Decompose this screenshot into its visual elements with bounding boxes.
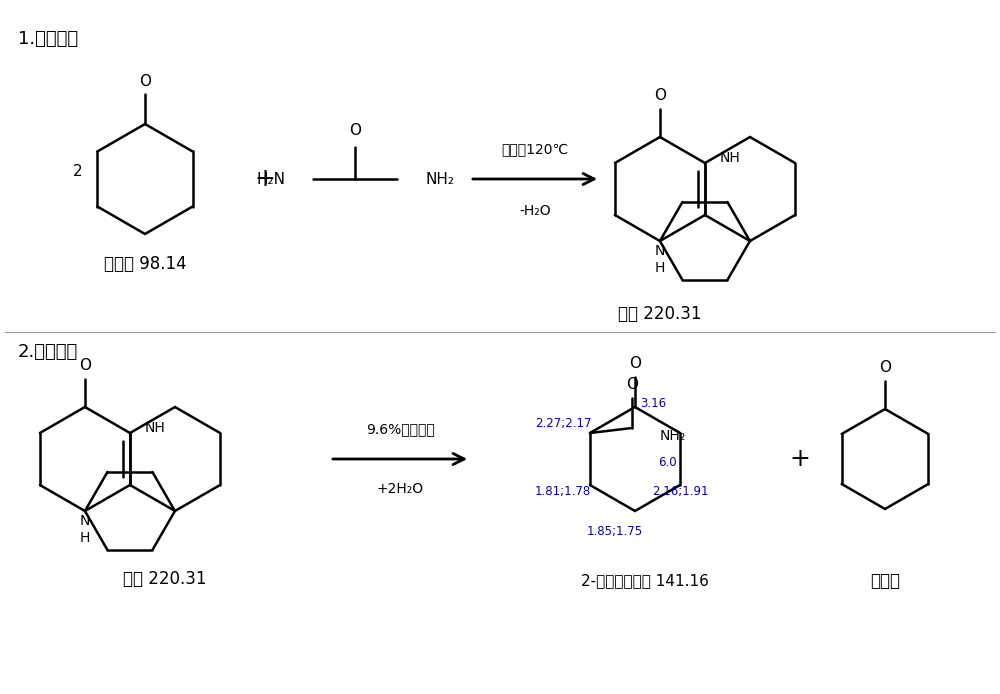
Text: 1.聚合反应: 1.聚合反应 [18, 30, 78, 48]
Text: O: O [139, 74, 151, 89]
Text: 2-甲酰胺环己酮 141.16: 2-甲酰胺环己酮 141.16 [581, 573, 709, 589]
Text: 6.0: 6.0 [658, 457, 676, 470]
Text: NH: NH [145, 421, 166, 435]
Text: O: O [349, 124, 361, 139]
Text: H: H [655, 261, 665, 275]
Text: 2.27;2.17: 2.27;2.17 [535, 418, 591, 430]
Text: +: + [790, 447, 810, 471]
Text: 螺环 220.31: 螺环 220.31 [123, 570, 207, 588]
Text: O: O [626, 377, 638, 391]
Text: +: + [255, 167, 275, 191]
Text: O: O [629, 355, 641, 371]
Text: 2: 2 [73, 164, 83, 178]
Text: 环己酮: 环己酮 [870, 572, 900, 590]
Text: 2.16;1.91: 2.16;1.91 [652, 484, 708, 498]
Text: 9.6%的稀硫酸: 9.6%的稀硫酸 [366, 422, 434, 436]
Text: 1.85;1.75: 1.85;1.75 [587, 525, 643, 537]
Text: NH: NH [720, 151, 741, 165]
Text: 环己酮 98.14: 环己酮 98.14 [104, 255, 186, 273]
Text: 1.81;1.78: 1.81;1.78 [535, 484, 591, 498]
Text: 3.16: 3.16 [640, 398, 666, 410]
Text: H: H [80, 531, 90, 545]
Text: NH₂: NH₂ [660, 429, 686, 443]
Text: N: N [655, 244, 665, 258]
Text: O: O [79, 357, 91, 373]
Text: 螺环 220.31: 螺环 220.31 [618, 305, 702, 323]
Text: N: N [80, 514, 90, 528]
Text: H₂N: H₂N [256, 171, 285, 187]
Text: NH₂: NH₂ [425, 171, 454, 187]
Text: 甲苯，120℃: 甲苯，120℃ [501, 142, 569, 156]
Text: O: O [654, 87, 666, 103]
Text: 2.水解脱酮: 2.水解脱酮 [18, 343, 78, 361]
Text: +2H₂O: +2H₂O [376, 482, 424, 496]
Text: O: O [879, 359, 891, 375]
Text: -H₂O: -H₂O [519, 204, 551, 218]
